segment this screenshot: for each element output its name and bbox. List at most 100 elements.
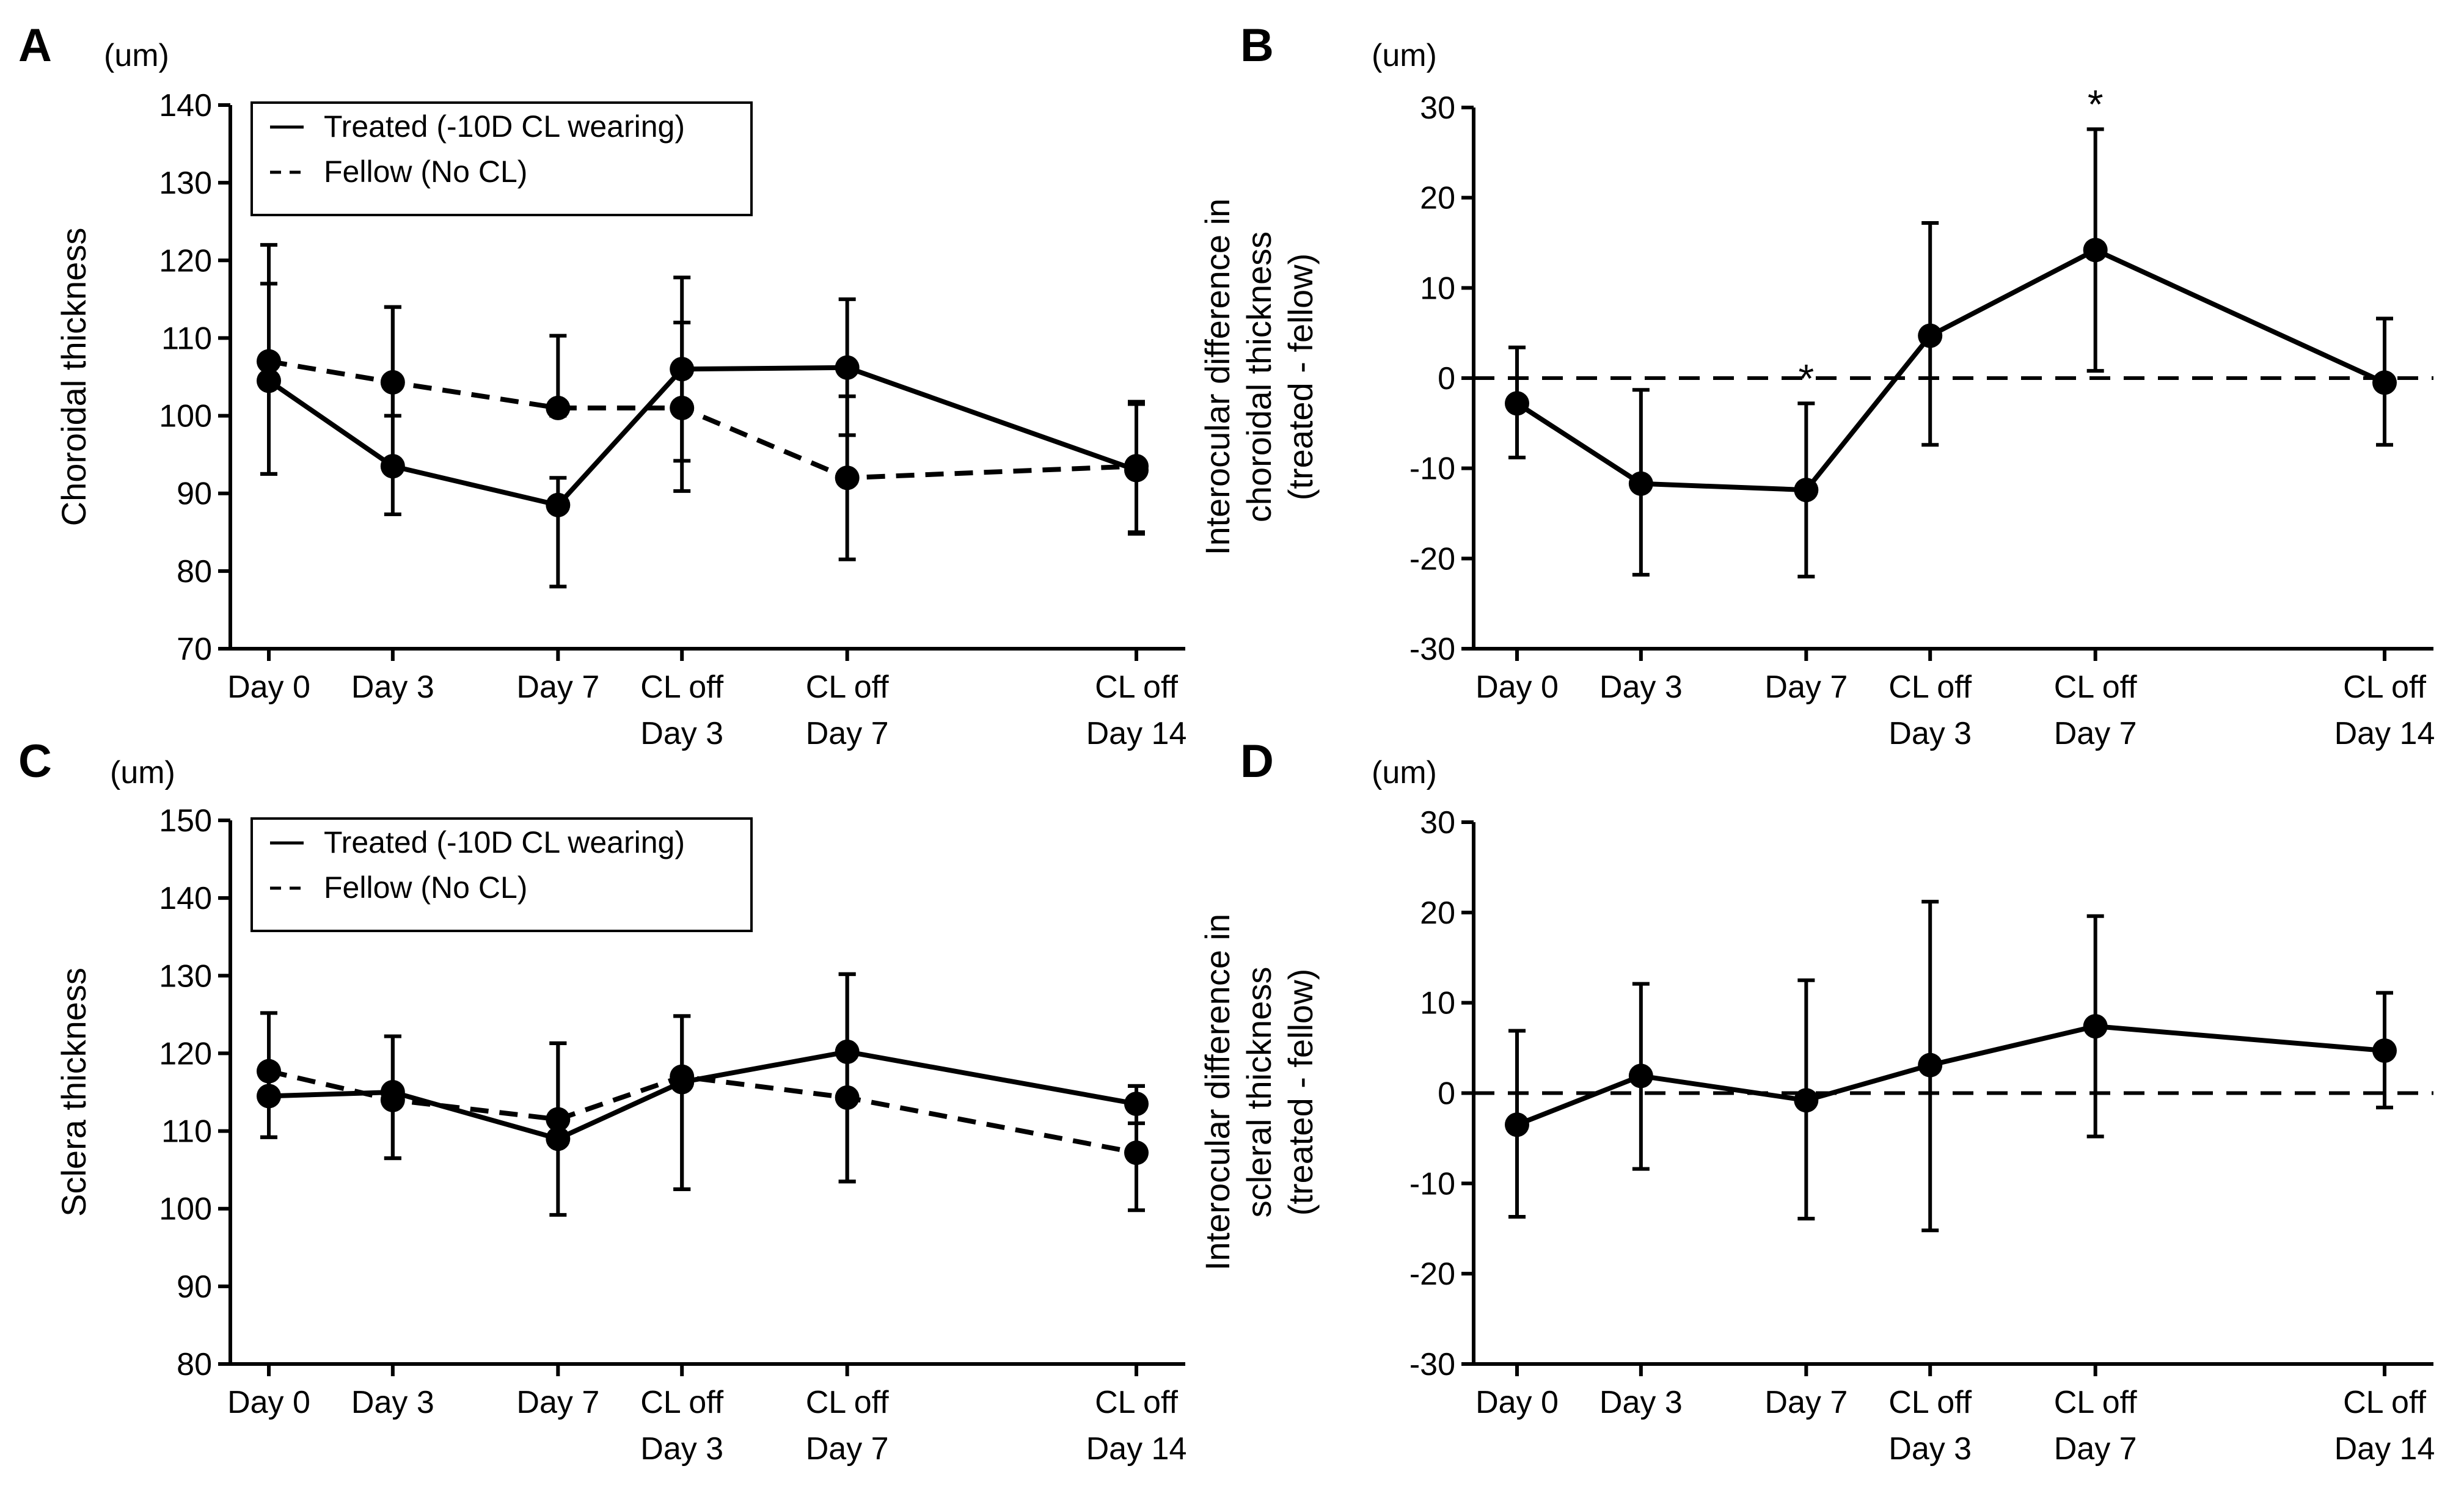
y-tick-label: 90	[177, 1269, 212, 1305]
data-point	[835, 465, 860, 491]
y-axis-label: Interocular difference inchoroidal thick…	[1198, 199, 1320, 555]
y-axis-label-line: choroidal thickness	[1240, 232, 1278, 522]
y-tick-label: 30	[1420, 90, 1455, 126]
legend-label: Fellow (No CL)	[324, 870, 527, 905]
y-tick-label: -10	[1409, 1166, 1455, 1202]
data-point	[1124, 1140, 1149, 1165]
unit-label: (um)	[1372, 755, 1437, 790]
x-tick-label: Day 3	[640, 716, 723, 751]
legend-label: Treated (-10D CL wearing)	[324, 109, 685, 144]
x-tick-label: Day 3	[351, 1385, 434, 1420]
data-point	[257, 1059, 281, 1084]
y-tick-label: 100	[159, 399, 212, 434]
y-tick-label: 140	[159, 88, 212, 123]
legend-label: Treated (-10D CL wearing)	[324, 825, 685, 859]
series-treated	[257, 275, 1149, 589]
panel-d: D (um) -30 -20 -10 0 10 20 30 Day 0 Day 3 Day 7 CL o…	[1198, 735, 2435, 1467]
y-axis-label: Interocular difference inscleral thickne…	[1198, 914, 1320, 1271]
y-tick-label: 0	[1438, 361, 1455, 396]
x-tick-label: Day 14	[1086, 1431, 1187, 1467]
x-tick-label: CL off	[1888, 669, 1972, 705]
x-tick-label: CL off	[640, 1385, 723, 1420]
series-line	[268, 359, 1137, 481]
data-point	[380, 370, 405, 395]
y-tick-label: 80	[177, 1347, 212, 1382]
data-point	[1918, 1052, 1943, 1078]
data-point	[2372, 370, 2397, 395]
panel-c: C (um) 80 90 100 110 120 130 140 150 Day 0 Day 3 Day…	[18, 735, 1186, 1467]
y-tick-label: 10	[1420, 986, 1455, 1021]
y-tick-label: -20	[1409, 541, 1455, 577]
y-tick-label: 80	[177, 554, 212, 589]
data-point	[1628, 1063, 1653, 1089]
legend-box	[250, 817, 753, 932]
unit-label: (um)	[1372, 38, 1437, 73]
y-axis-label: Sclera thickness	[54, 968, 93, 1217]
x-tick-label: Day 7	[1764, 1385, 1848, 1420]
data-point	[1794, 478, 1819, 503]
x-tick-label: Day 0	[227, 669, 310, 705]
x-tick-label: CL off	[2343, 1385, 2426, 1420]
x-tick-label: CL off	[1095, 669, 1178, 705]
panel-a: A (um) 70 80 90 100 110 120 130 140 Day 0 Day 3 Day …	[18, 20, 1186, 751]
data-point	[257, 349, 281, 374]
series-fellow	[257, 243, 1149, 561]
x-tick-label: Day 7	[1764, 669, 1848, 705]
data-point	[2372, 1038, 2397, 1063]
x-tick-label: Day 3	[351, 669, 434, 705]
y-tick-label: 120	[159, 1036, 212, 1071]
x-tick-label: Day 14	[2334, 716, 2435, 751]
panel-letter: B	[1240, 20, 1274, 71]
y-tick-label: -30	[1409, 632, 1455, 667]
data-point	[546, 492, 571, 517]
data-point	[1794, 1088, 1819, 1113]
x-tick-label: CL off	[2054, 669, 2137, 705]
panel-letter: C	[18, 735, 52, 787]
x-tick-label: CL off	[2343, 669, 2426, 705]
y-tick-label: 20	[1420, 895, 1455, 931]
x-tick-label: Day 3	[1888, 1431, 1972, 1467]
data-point	[1505, 391, 1529, 416]
panel-b: B (um) -30 -20 -10 0 10 20 30 Day 0 Day 3 Day 7 CL o…	[1198, 20, 2435, 751]
significance-marker: *	[1798, 356, 1814, 401]
y-tick-label: 30	[1420, 805, 1455, 841]
x-tick-label: Day 7	[806, 716, 889, 751]
x-tick-label: CL off	[806, 669, 889, 705]
x-tick-label: Day 3	[1599, 669, 1683, 705]
y-tick-label: 100	[159, 1192, 212, 1227]
data-point	[1918, 323, 1943, 348]
y-axis-label-line: Interocular difference in	[1198, 914, 1237, 1271]
legend-box	[250, 101, 753, 216]
x-tick-label: Day 7	[2054, 716, 2137, 751]
x-tick-label: Day 7	[806, 1431, 889, 1467]
y-axis-label-line: Interocular difference in	[1198, 199, 1237, 555]
data-point	[1628, 471, 1653, 496]
y-tick-label: 140	[159, 881, 212, 916]
data-point	[546, 395, 571, 420]
y-tick-label: 0	[1438, 1076, 1455, 1112]
y-tick-label: 20	[1420, 181, 1455, 216]
x-tick-label: CL off	[1888, 1385, 1972, 1420]
y-axis-label-line: scleral thickness	[1240, 967, 1278, 1218]
data-point	[2083, 1014, 2108, 1039]
data-point	[546, 1107, 571, 1132]
unit-label: (um)	[104, 38, 169, 73]
x-tick-label: Day 0	[1475, 1385, 1559, 1420]
data-point	[670, 395, 695, 420]
legend: Treated (-10D CL wearing) Fellow (No CL)	[250, 817, 753, 932]
legend-label: Fellow (No CL)	[324, 155, 527, 189]
x-tick-label: Day 7	[2054, 1431, 2137, 1467]
x-tick-label: CL off	[1095, 1385, 1178, 1420]
x-tick-label: CL off	[2054, 1385, 2137, 1420]
y-tick-label: 90	[177, 476, 212, 512]
data-point	[2083, 238, 2108, 263]
series-line	[268, 1068, 1137, 1156]
data-point	[835, 355, 860, 380]
series-fellow	[257, 972, 1149, 1213]
x-tick-label: CL off	[640, 669, 723, 705]
x-tick-label: Day 3	[640, 1431, 723, 1467]
x-tick-label: CL off	[806, 1385, 889, 1420]
y-tick-label: 10	[1420, 271, 1455, 306]
x-tick-label: Day 3	[1888, 716, 1972, 751]
